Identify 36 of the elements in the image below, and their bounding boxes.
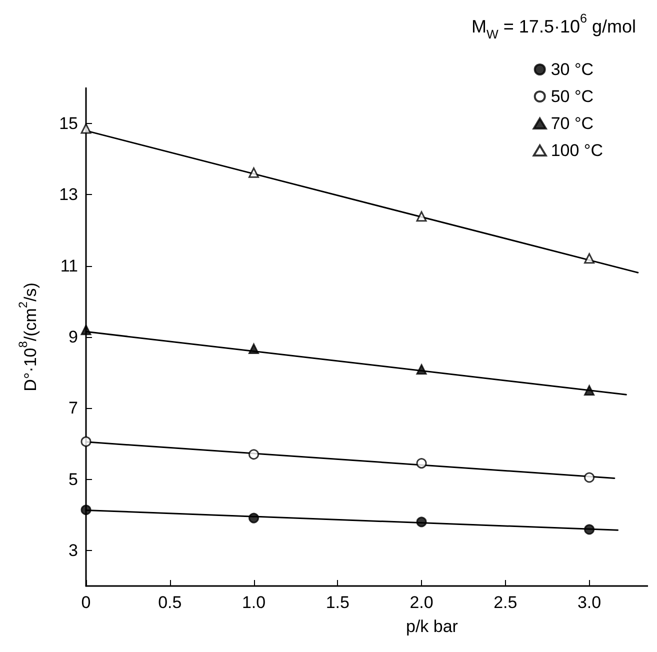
- x-tick-label: 0.5: [158, 593, 182, 612]
- legend-label: 100 °C: [550, 141, 604, 160]
- x-tick-label: 2.0: [410, 593, 434, 612]
- legend-label: 50 °C: [550, 87, 594, 106]
- legend-label: 70 °C: [550, 114, 594, 133]
- x-tick-label: 2.5: [494, 593, 518, 612]
- legend-label: 30 °C: [550, 60, 594, 79]
- point: [80, 123, 92, 134]
- point: [584, 253, 595, 264]
- point: [584, 472, 595, 483]
- x-axis-title: p/k bar: [406, 617, 458, 636]
- y-tick-label: 15: [59, 114, 78, 134]
- point: [416, 458, 427, 469]
- point: [80, 504, 92, 516]
- point: [248, 167, 260, 178]
- point: [80, 436, 92, 447]
- x-tick-label: 0: [81, 593, 91, 612]
- point: [584, 385, 595, 396]
- x-tick-label: 3.0: [577, 593, 602, 612]
- y-tick-label: 11: [60, 256, 78, 276]
- point: [248, 343, 260, 354]
- y-axis-title: D°·108/(cm2/s): [16, 282, 40, 392]
- point: [416, 364, 427, 375]
- y-tick-label: 13: [59, 185, 78, 204]
- point: [416, 211, 427, 222]
- y-tick-label: 5: [68, 470, 78, 489]
- point: [248, 512, 260, 524]
- y-tick-label: 9: [68, 328, 78, 346]
- point: [584, 524, 595, 535]
- x-tick-label: 1.5: [326, 593, 350, 612]
- x-tick-label: 1.0: [242, 593, 266, 612]
- y-tick-label: 3: [68, 540, 78, 560]
- y-tick-label: 7: [68, 398, 78, 418]
- point: [416, 516, 427, 528]
- point: [248, 449, 260, 460]
- point: [80, 324, 92, 336]
